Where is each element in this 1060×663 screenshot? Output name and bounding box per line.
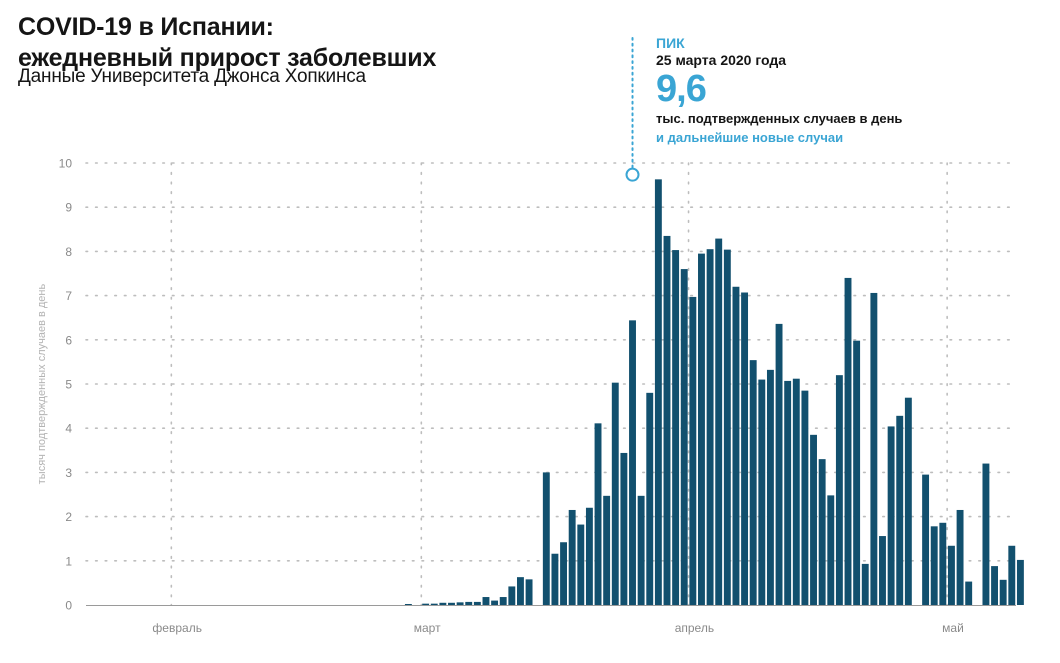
bar xyxy=(879,536,886,605)
bar xyxy=(663,235,671,605)
bar xyxy=(422,603,430,605)
bar xyxy=(749,360,757,605)
x-month-label: март xyxy=(414,621,441,635)
peak-date: 25 марта 2020 года xyxy=(656,51,787,68)
bar xyxy=(853,340,861,605)
bar xyxy=(594,423,602,605)
peak-value: 9,6 xyxy=(656,67,707,110)
bar xyxy=(887,426,895,605)
bar xyxy=(448,602,455,605)
bar xyxy=(654,179,662,605)
bar xyxy=(784,380,792,605)
chart-title: COVID-19 в Испании: ежедневный прирост з… xyxy=(18,12,436,74)
y-tick-label: 8 xyxy=(65,245,72,259)
bar xyxy=(939,522,947,605)
bar xyxy=(551,553,559,605)
bar xyxy=(956,509,964,605)
bar xyxy=(715,238,723,605)
bar xyxy=(922,474,930,605)
bar xyxy=(870,292,878,605)
bar xyxy=(542,472,550,605)
x-month-label: апрель xyxy=(675,621,714,635)
bar xyxy=(896,415,904,605)
bar xyxy=(689,296,697,605)
bar xyxy=(482,597,490,605)
bar xyxy=(723,249,731,605)
bar xyxy=(766,369,774,605)
bar xyxy=(672,250,680,605)
y-tick-label: 6 xyxy=(65,333,72,347)
bar xyxy=(568,509,576,605)
bar xyxy=(560,542,567,605)
bar xyxy=(698,253,705,606)
bar xyxy=(801,390,809,605)
x-month-label: май xyxy=(942,621,964,635)
bar xyxy=(930,526,938,605)
bar xyxy=(861,563,869,605)
bar xyxy=(775,323,783,605)
x-month-label: февраль xyxy=(152,621,202,635)
bar xyxy=(792,378,800,605)
bar xyxy=(965,581,973,605)
bar xyxy=(904,397,912,605)
y-tick-label: 1 xyxy=(65,554,72,568)
bar xyxy=(948,545,955,605)
bar xyxy=(491,600,499,605)
bar xyxy=(517,577,524,605)
bar xyxy=(732,286,740,605)
bar xyxy=(499,597,507,605)
peak-description: тыс. подтвержденных случаев в день xyxy=(656,111,903,127)
title-line-2: ежедневный прирост заболевших xyxy=(18,44,437,72)
bar xyxy=(999,579,1007,605)
y-tick-label: 9 xyxy=(65,201,72,215)
peak-label: ПИК xyxy=(656,35,685,51)
bar xyxy=(465,601,473,605)
bar xyxy=(577,524,585,605)
bar xyxy=(844,277,852,605)
y-tick-label: 2 xyxy=(65,510,72,524)
bar xyxy=(525,579,533,605)
y-tick-label: 7 xyxy=(65,289,72,303)
bar xyxy=(620,452,628,605)
y-tick-label: 3 xyxy=(65,466,72,480)
y-tick-label: 5 xyxy=(65,378,72,392)
bar xyxy=(404,604,412,605)
y-axis-label: тысяч подтвержденных случаев в день xyxy=(36,284,48,485)
bar xyxy=(827,495,835,605)
bar xyxy=(637,495,645,605)
bar xyxy=(706,249,714,605)
bar xyxy=(818,459,826,605)
y-tick-label: 0 xyxy=(65,599,72,613)
bar xyxy=(991,566,998,605)
bar xyxy=(741,292,749,605)
peak-note: и дальнейшие новые случаи xyxy=(656,130,844,146)
bar xyxy=(585,507,593,605)
bar xyxy=(646,392,654,605)
y-tick-label: 4 xyxy=(65,422,72,436)
y-tick-label: 10 xyxy=(59,157,73,171)
bar xyxy=(1008,545,1016,605)
bar xyxy=(982,463,990,605)
chart-subtitle: Данные Университета Джонса Хопкинса xyxy=(18,66,366,87)
bar xyxy=(473,601,481,605)
bar xyxy=(810,434,817,605)
title-line-1: COVID-19 в Испании: xyxy=(18,13,274,41)
peak-marker xyxy=(625,167,640,182)
bar xyxy=(835,375,843,605)
bar xyxy=(1016,559,1024,605)
bar xyxy=(611,382,619,605)
bar xyxy=(680,269,688,605)
bar xyxy=(603,495,611,605)
bar xyxy=(430,603,438,605)
peak-annotation: ПИК 25 марта 2020 года 9,6 тыс. подтверж… xyxy=(656,35,902,146)
bar xyxy=(456,602,464,605)
bar xyxy=(439,602,447,605)
bar xyxy=(629,320,636,605)
bar xyxy=(758,379,766,605)
bar xyxy=(508,586,516,605)
